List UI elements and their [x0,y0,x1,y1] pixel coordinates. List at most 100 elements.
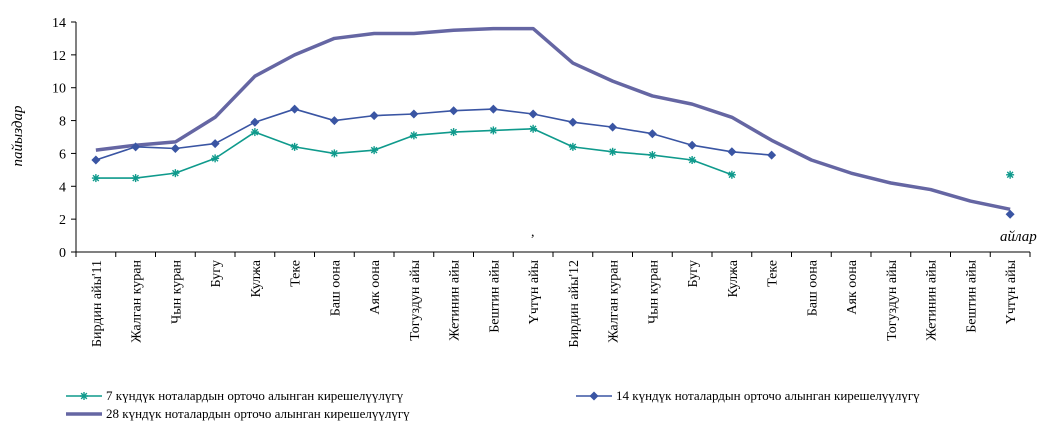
marker-stroke [609,148,616,156]
series-line [95,108,772,161]
x-tick-label: Бирдин айы'12 [567,260,582,348]
marker-stroke [92,174,100,182]
data-point [528,109,538,119]
data-point [727,170,736,179]
marker-stroke [211,154,219,162]
data-point [488,104,498,114]
data-point [290,142,299,151]
legend-swatch-marker [589,391,599,401]
data-point [91,174,100,183]
data-point [210,139,220,149]
y-tick-labels: 0 2 4 6 8 10 12 14 [52,16,66,261]
data-point [290,104,300,114]
data-point [131,142,141,152]
data-point [211,154,220,163]
y-tick-label: 2 [59,213,66,228]
data-point [131,174,140,183]
x-tick-label: Аяк оона [845,259,860,314]
data-point [369,111,379,121]
data-point [250,128,259,137]
x-tick-label: Үчтүн айы [1004,259,1019,324]
marker-stroke [688,156,696,164]
marker-stroke [1006,171,1014,179]
data-point [489,126,498,135]
data-point [409,109,419,119]
marker-stroke [529,125,537,133]
marker-stroke [172,169,179,177]
data-point [370,146,379,155]
y-axis-label: пайыздар [10,105,26,166]
legend: 7 күндүк ноталардын орточо алынган киреш… [66,388,920,421]
x-tick-label: Бугу [686,260,701,287]
x-tick-label: Үчтүн айы [527,259,542,324]
x-tick-label: Чын куран [646,259,661,323]
data-point [608,122,618,132]
data-point [449,106,459,116]
legend-item: 28 күндүк ноталардын орточо алынган кире… [66,406,410,421]
y-tick-label: 10 [52,82,66,97]
data-point [170,144,180,153]
legend-item: 7 күндүк ноталардын орточо алынган киреш… [66,388,404,403]
x-tick-label: Бештин айы [487,259,502,332]
legend-label: 7 күндүк ноталардын орточо алынган киреш… [106,388,404,403]
data-point [1006,170,1015,179]
y-tick-label: 4 [59,180,66,195]
data-point [91,155,101,165]
data-point [330,149,339,158]
data-point [529,124,538,133]
marker-stroke [370,146,378,154]
series-14-day [91,104,1015,219]
marker-stroke [490,127,497,134]
stray-comma-mark: , [531,225,535,240]
x-tick-label: Аяк оона [368,259,383,314]
data-point [568,117,578,127]
legend-label: 14 күндүк ноталардын орточо алынган кире… [616,388,920,403]
x-tick-label: Баш оона [805,259,820,316]
marker-stroke [331,150,338,157]
series-group [91,26,1015,219]
data-point [687,140,697,150]
x-tick-label: Жалган куран [607,259,622,342]
data-point [767,150,777,160]
y-tick-label: 14 [52,16,66,31]
x-tick-label: Тогуздун айы [885,259,900,340]
data-point [250,117,260,127]
series-7-day [91,124,1015,183]
series-28-day [95,26,1011,211]
data-point [1005,209,1015,219]
marker-stroke [728,171,736,179]
marker-stroke [569,143,577,151]
x-tick-label: Тогуздун айы [408,259,423,340]
data-point [568,142,577,151]
x-tick-label: Кулжа [249,259,264,297]
marker-stroke [251,128,259,136]
axes [71,21,1031,257]
x-tick-labels: Бирдин айы'11 Жалган куран Чын куран Бугу Ку… [90,259,1019,347]
y-tick-label: 12 [52,49,66,64]
x-tick-label: Бугу [209,260,224,287]
y-tick-label: 6 [59,147,66,162]
data-point [727,147,737,157]
x-tick-label: Жетинин айы [448,259,463,340]
data-point [171,169,180,178]
x-axis-label: айлар [1000,229,1037,245]
data-point [648,151,657,160]
x-tick-label: Теке [289,260,304,287]
y-tick-label: 8 [59,115,66,130]
x-tick-label: Теке [766,260,781,287]
legend-swatch-marker [80,392,88,400]
series-line [95,26,1011,211]
marker-stroke [450,128,457,136]
marker-stroke [410,131,418,139]
legend-label: 28 күндүк ноталардын орточо алынган кире… [106,406,410,421]
data-point [647,129,657,139]
x-tick-label: Чын куран [169,259,184,323]
x-tick-label: Жетинин айы [925,259,940,340]
data-point [449,128,458,137]
data-point [688,156,697,164]
x-tick-label: Жалган куран [130,259,145,342]
x-tick-label: Кулжа [726,259,741,297]
data-point [409,131,418,140]
data-point [329,116,339,126]
